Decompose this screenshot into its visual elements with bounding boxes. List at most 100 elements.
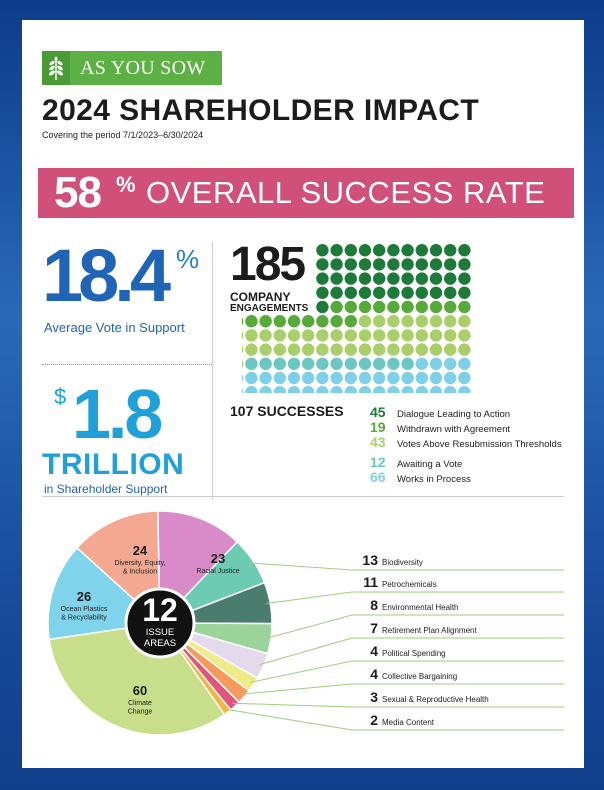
engagement-dot bbox=[387, 272, 400, 285]
engagement-dot bbox=[242, 388, 244, 393]
pie-slice-label: Change bbox=[128, 709, 153, 716]
engagement-dot bbox=[287, 386, 301, 393]
engagement-dot bbox=[415, 357, 428, 370]
engagement-dot bbox=[316, 315, 329, 328]
pie-slice-value: 23 bbox=[211, 551, 225, 566]
engagement-dot bbox=[358, 272, 372, 285]
engagement-dot bbox=[458, 244, 471, 257]
engagement-dot bbox=[358, 371, 372, 385]
engagement-dot bbox=[287, 371, 301, 385]
outcome-legend-row: 19 Withdrawn with Agreement bbox=[370, 419, 562, 435]
engagement-dot bbox=[401, 272, 414, 285]
engagement-dot bbox=[245, 343, 258, 356]
leader-line bbox=[250, 660, 564, 683]
engagement-dot bbox=[245, 386, 258, 393]
engagement-dot bbox=[401, 286, 414, 299]
outcome-legend: 45 Dialogue Leading to Action 19 Withdrawn … bbox=[370, 404, 562, 485]
engagement-dot bbox=[373, 343, 386, 356]
pie-leader-lines bbox=[225, 562, 564, 731]
issue-area-count: 8 bbox=[370, 597, 378, 613]
issue-area-row: 13 Biodiversity bbox=[362, 552, 423, 572]
engagement-dot bbox=[316, 329, 329, 342]
engagement-dot bbox=[287, 343, 301, 356]
engagement-dot bbox=[344, 286, 357, 299]
issue-area-count: 3 bbox=[370, 689, 378, 705]
engagement-dot bbox=[373, 357, 386, 370]
engagement-dot bbox=[387, 386, 400, 393]
engagement-dot bbox=[242, 345, 244, 354]
engagement-dot bbox=[273, 371, 286, 385]
engagement-dot bbox=[259, 357, 272, 370]
engagement-dot bbox=[358, 286, 372, 299]
engagement-dot bbox=[444, 386, 457, 393]
leader-line bbox=[266, 591, 564, 605]
engagement-dot bbox=[330, 329, 343, 342]
leader-line bbox=[249, 562, 564, 571]
engagement-dot bbox=[344, 315, 357, 328]
outcome-count: 43 bbox=[370, 434, 386, 450]
engagement-dot bbox=[242, 374, 244, 382]
leaf-icon bbox=[42, 51, 70, 85]
engagement-dot bbox=[458, 272, 471, 285]
issue-area-count: 13 bbox=[362, 552, 378, 568]
engagement-dot bbox=[444, 300, 457, 314]
issue-area-row: 7 Retirement Plan Alignment bbox=[362, 620, 477, 640]
engagement-dot bbox=[458, 315, 471, 328]
engagement-dot bbox=[444, 357, 457, 370]
engagement-dot bbox=[316, 386, 329, 393]
engagement-dot bbox=[358, 329, 372, 342]
engagement-dot bbox=[401, 329, 414, 342]
issue-area-label: Media Content bbox=[382, 718, 435, 727]
engagement-dot bbox=[429, 286, 443, 299]
engagement-dot bbox=[444, 343, 457, 356]
engagement-dot bbox=[458, 286, 471, 299]
pie-slice-label: Diversity, Equity, bbox=[114, 560, 165, 567]
infographic-card: AS YOU SOW 2024 SHAREHOLDER IMPACT Cover… bbox=[22, 20, 584, 768]
engagement-dot bbox=[415, 300, 428, 314]
support-unit: TRILLION bbox=[42, 448, 185, 481]
engagement-dot bbox=[387, 357, 400, 370]
engagement-dot bbox=[259, 386, 272, 393]
engagement-dot bbox=[373, 272, 386, 285]
issue-area-row: 4 Collective Bargaining bbox=[362, 666, 457, 686]
engagement-dot bbox=[444, 244, 457, 257]
outcome-label: Awaiting a Vote bbox=[397, 459, 463, 470]
engagement-dot bbox=[429, 300, 443, 314]
average-vote-value: 18.4 bbox=[42, 234, 171, 317]
engagement-dot bbox=[344, 258, 357, 271]
issue-area-label: Biodiversity bbox=[382, 558, 423, 567]
engagement-dot bbox=[344, 357, 357, 370]
engagement-dot bbox=[287, 357, 301, 370]
engagement-dot bbox=[387, 329, 400, 342]
engagement-dot bbox=[401, 315, 414, 328]
engagement-dot bbox=[245, 315, 258, 328]
engagement-dot bbox=[415, 272, 428, 285]
pie-slice-value: 60 bbox=[133, 683, 147, 698]
engagement-dot bbox=[287, 329, 301, 342]
engagement-dot bbox=[302, 329, 315, 342]
engagement-dot bbox=[330, 357, 343, 370]
outcome-count: 12 bbox=[370, 454, 386, 470]
engagement-dot bbox=[444, 329, 457, 342]
issue-area-row: 4 Political Spending bbox=[362, 643, 445, 663]
pie-slice-value: 26 bbox=[77, 589, 91, 604]
engagement-dot bbox=[373, 286, 386, 299]
engagement-dot bbox=[387, 315, 400, 328]
leader-line bbox=[266, 614, 564, 639]
success-rate-value: 58 bbox=[54, 168, 102, 217]
engagement-dot bbox=[273, 315, 286, 328]
average-vote-label: Average Vote in Support bbox=[44, 320, 185, 335]
issue-area-label: Sexual & Reproductive Health bbox=[382, 695, 489, 704]
pie-center-circle bbox=[124, 587, 196, 659]
engagement-dot bbox=[287, 315, 301, 328]
engagement-dot bbox=[302, 386, 315, 393]
engagement-dot bbox=[344, 329, 357, 342]
outcome-legend-row: 66 Works in Process bbox=[370, 469, 562, 485]
engagement-dot bbox=[245, 371, 258, 385]
engagement-dot bbox=[373, 258, 386, 271]
leader-line bbox=[225, 708, 564, 731]
period-subtitle: Covering the period 7/1/2023–6/30/2024 bbox=[42, 130, 204, 140]
support-label: in Shareholder Support bbox=[44, 482, 168, 496]
issue-area-count: 11 bbox=[363, 574, 378, 590]
engagement-dot bbox=[316, 357, 329, 370]
